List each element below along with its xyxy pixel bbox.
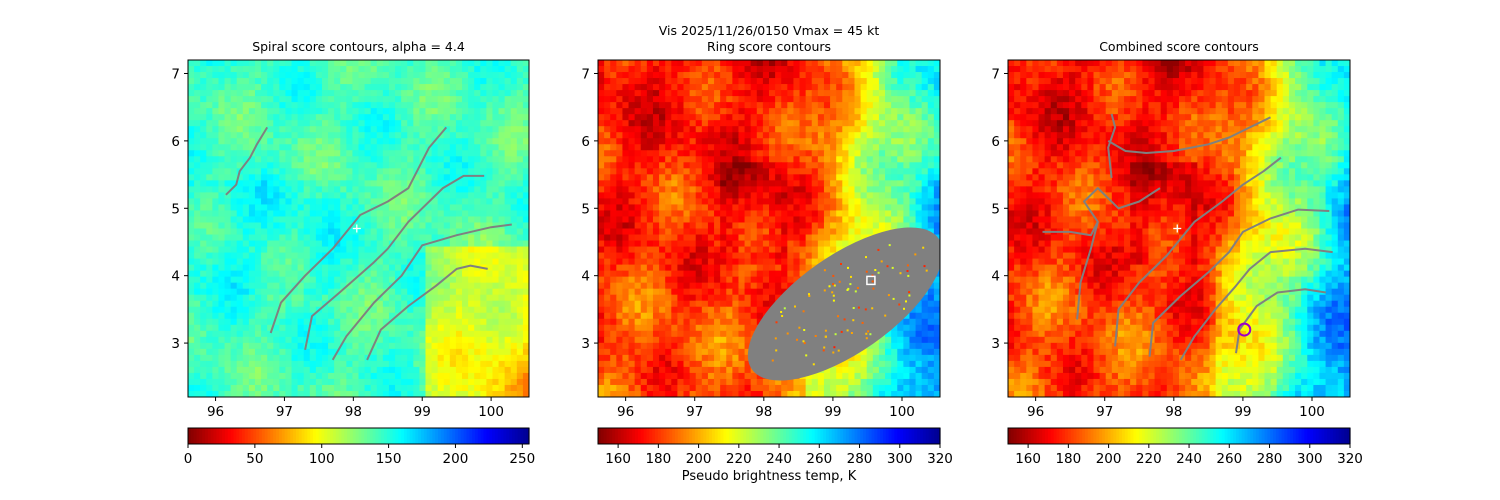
- x-tick-label: 98: [755, 404, 772, 420]
- x-tick-label: 96: [617, 404, 634, 420]
- colorbar-combined: 160 180 200 220 240 260 280 300 320: [1007, 427, 1363, 467]
- x-tick-label: 99: [414, 404, 431, 420]
- colorbar-tick-label: 180: [645, 451, 671, 467]
- panel-spiral: Spiral score contours, alpha = 4.4 96 97 98…: [171, 39, 535, 467]
- heatmap-ring: [598, 60, 940, 397]
- axes-title-combined: Combined score contours: [1099, 39, 1259, 54]
- colorbar-frame: [1007, 427, 1351, 445]
- colorbar-tick-label: 260: [806, 451, 832, 467]
- colorbar-tick-label: 180: [1055, 451, 1081, 467]
- colorbar-frame: [187, 427, 530, 445]
- colorbar-tick-label: 240: [766, 451, 792, 467]
- colorbar-frame: [597, 427, 941, 445]
- colorbar-spiral: 0 50 100 150 200 250: [184, 427, 535, 467]
- contour-line-combined-4: [1114, 156, 1282, 347]
- contour-line-combined-3: [1107, 116, 1271, 154]
- contour-line-combined-1: [1076, 221, 1099, 320]
- colorbar-tick-label: 160: [1015, 451, 1041, 467]
- colorbar-tick-label: 100: [309, 451, 335, 467]
- contour-line-combined-0: [1042, 187, 1161, 237]
- colorbar-tick-label: 320: [1337, 451, 1363, 467]
- colorbar-tick-label: 200: [1096, 451, 1122, 467]
- y-tick-label: 7: [991, 66, 1000, 82]
- colorbar-ring: 160 180 200 220 240 260 280 300 320 Pseudo bright…: [597, 427, 953, 484]
- y-tick-label: 3: [171, 336, 180, 352]
- contour-line-spiral-1: [269, 126, 448, 334]
- colorbar-tick-label: 0: [184, 451, 193, 467]
- axes-title-spiral: Spiral score contours, alpha = 4.4: [252, 39, 465, 54]
- y-tick-label: 5: [991, 201, 1000, 217]
- colorbar-tick-label: 240: [1176, 451, 1202, 467]
- panel-ring: Ring score contours 96 97 98 99 100 3 4 5 6 7 160 18…: [581, 39, 953, 484]
- colorbar-label: Pseudo brightness temp, K: [682, 469, 857, 484]
- center-marker-ring: [866, 275, 876, 286]
- x-tick-label: 98: [345, 404, 362, 420]
- y-tick-label: 4: [991, 269, 1000, 285]
- colorbar-tick-label: 300: [887, 451, 913, 467]
- y-tick-label: 3: [581, 336, 590, 352]
- x-tick-label: 97: [1096, 404, 1113, 420]
- y-tick-label: 4: [581, 269, 590, 285]
- y-tick-label: 4: [171, 269, 180, 285]
- colorbar-tick-label: 280: [1257, 451, 1283, 467]
- contour-line-spiral-4: [366, 264, 488, 361]
- x-tick-label: 100: [889, 404, 915, 420]
- y-tick-label: 7: [581, 66, 590, 82]
- colorbar-tick-label: 250: [509, 451, 535, 467]
- x-tick-label: 96: [1027, 404, 1044, 420]
- colorbar-tick-label: 280: [847, 451, 873, 467]
- y-tick-label: 5: [581, 201, 590, 217]
- contour-line-spiral-3: [331, 223, 512, 361]
- contour-line-spiral-0: [225, 126, 269, 196]
- x-tick-label: 99: [1234, 404, 1251, 420]
- axes-title-ring: Ring score contours: [707, 39, 831, 54]
- x-tick-label: 100: [1299, 404, 1325, 420]
- center-marker-combined: [1173, 224, 1182, 233]
- colorbar-tick-label: 220: [726, 451, 752, 467]
- colorbar-tick-label: 220: [1136, 451, 1162, 467]
- colorbar-tick-label: 300: [1297, 451, 1323, 467]
- figure-suptitle: Vis 2025/11/26/0150 Vmax = 45 kt: [659, 23, 880, 38]
- heatmap-spiral: [188, 60, 529, 397]
- x-tick-label: 98: [1165, 404, 1182, 420]
- y-tick-label: 6: [991, 134, 1000, 150]
- y-tick-label: 5: [171, 201, 180, 217]
- colorbar-tick-label: 200: [686, 451, 712, 467]
- colorbar-tick-label: 200: [443, 451, 469, 467]
- x-tick-label: 97: [276, 404, 293, 420]
- x-tick-label: 99: [824, 404, 841, 420]
- panel-combined: Combined score contours 96 97 98 99 100 3 4 5 6 7 1…: [991, 39, 1362, 467]
- colorbar-tick-label: 150: [376, 451, 402, 467]
- center-marker-spiral: [352, 224, 361, 233]
- ring-marker-combined: [1237, 322, 1252, 337]
- colorbar-tick-label: 160: [605, 451, 631, 467]
- contour-line-combined-6: [1179, 247, 1333, 361]
- y-tick-label: 6: [171, 134, 180, 150]
- contour-line-combined-5: [1148, 208, 1330, 357]
- y-tick-label: 3: [991, 336, 1000, 352]
- axes-frame-spiral: [187, 59, 530, 398]
- contour-line-spiral-2: [304, 174, 485, 351]
- contour-line-combined-2: [1107, 113, 1117, 179]
- colorbar-tick-label: 260: [1216, 451, 1242, 467]
- axes-frame-combined: [1007, 59, 1351, 398]
- x-tick-label: 100: [478, 404, 504, 420]
- ring-region: [747, 227, 940, 381]
- x-tick-label: 96: [207, 404, 224, 420]
- axes-frame-ring: [597, 59, 941, 398]
- y-tick-label: 7: [171, 66, 180, 82]
- y-tick-label: 6: [581, 134, 590, 150]
- colorbar-tick-label: 50: [246, 451, 263, 467]
- heatmap-combined: [1008, 60, 1350, 397]
- x-tick-label: 97: [686, 404, 703, 420]
- colorbar-tick-label: 320: [927, 451, 953, 467]
